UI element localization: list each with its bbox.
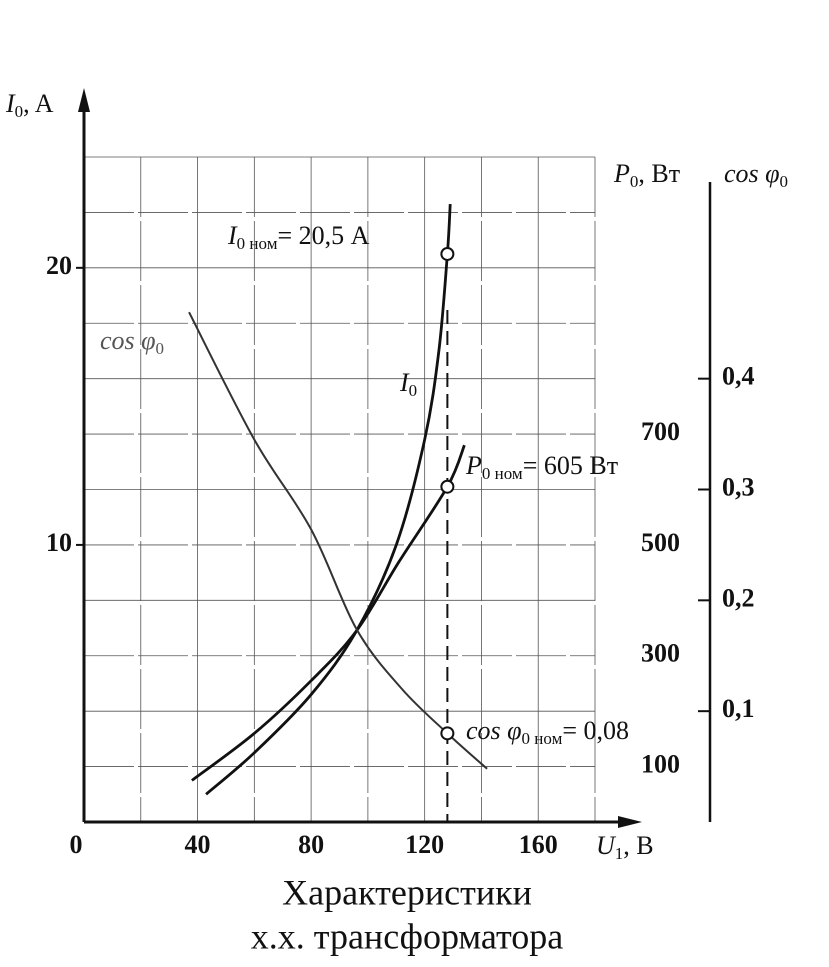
y3-tick-label: 0,2 — [722, 583, 755, 612]
y2-axis-label-rest: , Вт — [638, 159, 680, 188]
marker — [440, 726, 455, 741]
y3-axis-label: cos φ0 — [724, 159, 788, 191]
x-tick-label: 120 — [405, 830, 444, 859]
series-name: cos φ — [100, 326, 156, 355]
series-name: I — [399, 368, 410, 397]
x-axis-label-main: U — [596, 831, 617, 860]
annotation-sub: 0 ном — [522, 729, 563, 748]
x-axis-label-rest: , В — [623, 831, 653, 860]
annotation-rest: = 605 Вт — [523, 451, 618, 480]
x-tick-label: 160 — [519, 830, 558, 859]
y-tick-label: 20 — [46, 251, 72, 280]
series-name-sub: 0 — [156, 339, 165, 358]
y2-tick-label: 100 — [641, 750, 680, 779]
annotation-main: cos φ — [466, 716, 522, 745]
curve — [205, 204, 452, 796]
annotation: P0 ном= 605 Вт — [465, 451, 618, 483]
y-axis-label-sub: 0 — [15, 102, 24, 121]
annotation-sub: 0 ном — [237, 234, 278, 253]
annotation-rest: = 0,08 — [562, 716, 629, 745]
annotation: I0 ном= 20,5 А — [227, 221, 370, 253]
x-tick-label: 40 — [185, 830, 211, 859]
x-axis-label-sub: 1 — [615, 844, 624, 863]
marker — [440, 246, 455, 261]
marker — [440, 479, 455, 494]
series-label: I0 — [399, 368, 417, 400]
y3-axis-label-sub: 0 — [780, 172, 789, 191]
curve — [191, 444, 466, 782]
x-tick-label: 80 — [298, 830, 324, 859]
y-axis-label: I0, A — [5, 89, 54, 121]
annotation-rest: = 20,5 А — [277, 221, 369, 250]
y-axis-arrow — [78, 88, 90, 112]
x-axis-label: U1, В — [596, 831, 654, 863]
y-tick-label: 10 — [46, 528, 72, 557]
y3-tick-label: 0,3 — [722, 472, 755, 501]
annotation-main: I — [227, 221, 238, 250]
y-axis-label-main: I — [5, 89, 16, 118]
curve — [188, 311, 488, 770]
y2-tick-label: 500 — [641, 528, 680, 557]
y2-axis-label-sub: 0 — [630, 172, 639, 191]
chart-title: х.х. трансформатора — [251, 916, 563, 956]
y3-tick-label: 0,4 — [722, 362, 755, 391]
y2-tick-label: 700 — [641, 417, 680, 446]
annotation-main: P — [465, 451, 482, 480]
y2-tick-label: 300 — [641, 639, 680, 668]
x-axis-arrow — [618, 816, 642, 828]
series-name-sub: 0 — [409, 381, 418, 400]
y-axis-label-rest: , A — [23, 89, 54, 118]
y2-axis-label: P0, Вт — [613, 159, 680, 191]
annotation: cos φ0 ном= 0,08 — [466, 716, 629, 748]
x-tick-label: 0 — [70, 830, 83, 859]
y2-axis-label-main: P — [613, 159, 630, 188]
y3-tick-label: 0,1 — [722, 694, 755, 723]
annotation-sub: 0 ном — [482, 464, 523, 483]
y3-axis-label-main: cos φ — [724, 159, 780, 188]
series-label: cos φ0 — [100, 326, 164, 358]
chart-title: Характеристики — [282, 872, 532, 912]
